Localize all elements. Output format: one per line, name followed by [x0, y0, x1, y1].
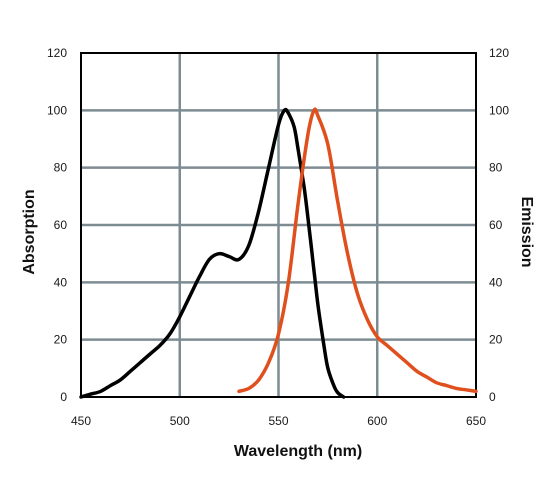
plot-frame	[80, 52, 477, 398]
y-tick-label-right: 100	[489, 103, 509, 117]
y-tick-label-left: 60	[54, 218, 68, 232]
x-tick-label: 650	[466, 414, 486, 428]
absorption-line	[79, 107, 346, 399]
series-lines	[79, 107, 478, 399]
y-tick-label-left: 80	[54, 161, 68, 175]
emission-line	[237, 107, 478, 394]
x-tick-labels: 450 500 550 600 650	[71, 414, 486, 428]
x-tick-label: 550	[268, 414, 288, 428]
y-tick-label-right: 80	[489, 161, 503, 175]
y-tick-label-right: 20	[489, 333, 503, 347]
left-y-tick-labels: 0 20 40 60 80 100 120	[47, 46, 67, 404]
y-tick-label-left: 40	[54, 275, 68, 289]
right-axis-title: Emission	[518, 196, 535, 267]
y-tick-label-right: 0	[489, 390, 496, 404]
y-tick-label-left: 100	[47, 103, 67, 117]
x-tick-label: 500	[170, 414, 190, 428]
right-y-tick-labels: 0 20 40 60 80 100 120	[489, 46, 509, 404]
y-tick-label-right: 40	[489, 275, 503, 289]
x-tick-label: 600	[367, 414, 387, 428]
y-tick-label-left: 120	[47, 46, 67, 60]
left-axis-title: Absorption	[21, 189, 38, 274]
x-axis-title: Wavelength (nm)	[234, 443, 362, 460]
grid-lines	[81, 53, 476, 397]
y-tick-label-right: 60	[489, 218, 503, 232]
y-tick-label-left: 20	[54, 333, 68, 347]
x-tick-label: 450	[71, 414, 91, 428]
y-tick-label-left: 0	[60, 390, 67, 404]
y-tick-label-right: 120	[489, 46, 509, 60]
